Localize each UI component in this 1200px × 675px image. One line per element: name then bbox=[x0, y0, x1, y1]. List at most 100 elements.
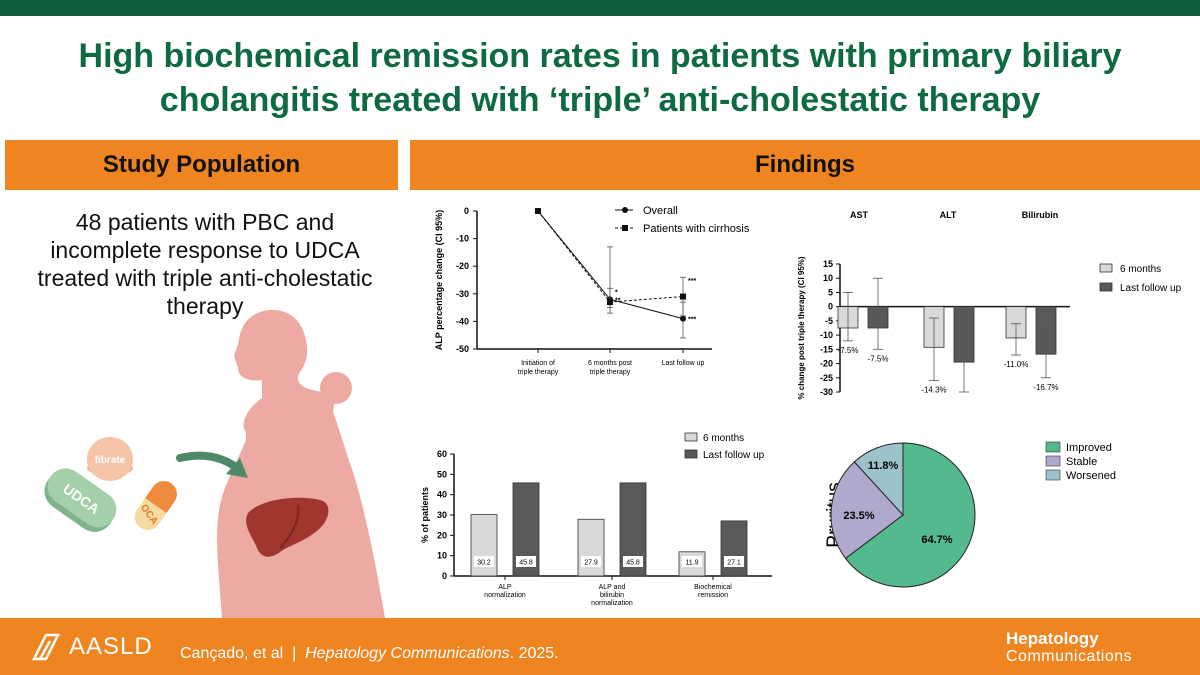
aasld-logo: AASLD bbox=[32, 632, 153, 662]
legend-swatch bbox=[684, 432, 698, 442]
data-label-box bbox=[724, 556, 744, 567]
findings-banner: Findings bbox=[410, 140, 1200, 190]
x-tick-label: triple therapy bbox=[590, 369, 631, 376]
data-label: -11.0% bbox=[1004, 360, 1029, 369]
y-tick-label: 50 bbox=[437, 469, 447, 479]
y-tick-label: 30 bbox=[437, 510, 447, 520]
legend-label: Improved bbox=[1066, 442, 1112, 454]
data-point bbox=[680, 315, 686, 322]
citation-year: . 2025. bbox=[509, 645, 559, 662]
x-tick-label: ALP bbox=[498, 584, 512, 591]
data-label-box bbox=[474, 556, 494, 567]
journal-logo-line2: Communications bbox=[1006, 648, 1133, 665]
data-label: -14.3% bbox=[921, 386, 946, 395]
arrow-icon bbox=[176, 451, 248, 478]
data-label: 45.8 bbox=[519, 560, 533, 567]
pie-slice bbox=[844, 442, 976, 588]
significance-label: *** bbox=[688, 317, 696, 324]
data-point bbox=[535, 208, 541, 214]
legend-swatch bbox=[1045, 441, 1061, 453]
legend-swatch bbox=[684, 449, 698, 459]
y-axis-label: ALP percentage change (CI 95%) bbox=[434, 210, 444, 350]
journal-logo-line1: Hepatology bbox=[1006, 629, 1099, 648]
y-tick-label: -15 bbox=[820, 344, 833, 354]
y-tick-label: -20 bbox=[456, 261, 469, 271]
slice-label: 23.5% bbox=[843, 510, 874, 522]
legend-label: 6 months bbox=[703, 433, 744, 444]
slice-label: 64.7% bbox=[921, 534, 952, 546]
category-label: AST bbox=[850, 210, 869, 220]
data-label: 27.9 bbox=[584, 560, 598, 567]
legend-swatch bbox=[1099, 282, 1113, 292]
y-axis-label: % of patients bbox=[420, 487, 430, 543]
data-label: 30.2 bbox=[477, 560, 491, 567]
alp-change-line-chart: 0 -10 -20 -30 -40 -50 ALP percentage change (C… bbox=[434, 205, 750, 376]
citation: Cançado, et al | Hepatology Communicatio… bbox=[180, 645, 559, 663]
aasld-logo-text: AASLD bbox=[69, 633, 153, 660]
y-tick-label: 15 bbox=[823, 259, 833, 269]
citation-journal: Hepatology Communications bbox=[305, 645, 510, 662]
significance-label: *** bbox=[688, 278, 696, 285]
x-tick-label: normalization bbox=[484, 592, 526, 599]
data-label-box bbox=[516, 556, 536, 567]
y-tick-label: 5 bbox=[828, 287, 833, 297]
pie-slice bbox=[830, 461, 904, 560]
pie-slice bbox=[853, 442, 904, 517]
bar bbox=[577, 518, 605, 577]
citation-authors: Cançado, et al | bbox=[180, 645, 306, 662]
y-tick-label: -10 bbox=[456, 234, 469, 244]
y-tick-label: -50 bbox=[456, 344, 469, 354]
x-tick-label: 6 months post bbox=[588, 360, 632, 367]
page-title: High biochemical remission rates in pati… bbox=[78, 37, 1122, 119]
top-accent-bar bbox=[0, 0, 1200, 16]
y-axis-label: % change post triple therapy (CI 95%) bbox=[797, 256, 806, 399]
legend-label: Last follow up bbox=[703, 450, 765, 461]
bar bbox=[720, 520, 748, 577]
data-label: 27.1 bbox=[727, 560, 741, 567]
data-label-box bbox=[581, 556, 601, 567]
data-label: -16.7% bbox=[1033, 383, 1058, 392]
data-point bbox=[680, 293, 686, 300]
y-tick-label: 10 bbox=[437, 551, 447, 561]
oca-capsule-icon: OCA bbox=[134, 481, 177, 531]
x-tick-label: triple therapy bbox=[518, 369, 559, 376]
liver-icon bbox=[246, 497, 329, 557]
y-tick-label: 40 bbox=[437, 490, 447, 500]
y-tick-label: 20 bbox=[437, 530, 447, 540]
y-tick-label: 0 bbox=[464, 206, 469, 216]
y-tick-label: -10 bbox=[820, 330, 833, 340]
data-label-box bbox=[623, 556, 643, 567]
y-tick-label: -30 bbox=[820, 387, 833, 397]
normalization-bar-chart: 0 10 20 30 40 50 60 % of patients 30.2 27.9 11.9 45… bbox=[420, 432, 772, 607]
y-tick-label: 0 bbox=[442, 571, 447, 581]
x-tick-label: normalization bbox=[591, 600, 633, 607]
category-label: ALT bbox=[940, 210, 957, 220]
y-tick-label: -20 bbox=[820, 359, 833, 369]
data-label: 11.9 bbox=[685, 560, 698, 567]
fibrate-label: fibrate bbox=[95, 455, 126, 466]
x-tick-label: Biochemical bbox=[694, 584, 732, 591]
x-tick-label: Last follow up bbox=[662, 360, 705, 367]
population-description: 48 patients with PBC and incomplete resp… bbox=[37, 209, 373, 319]
legend-label: Worsened bbox=[1066, 470, 1116, 482]
legend-label: 6 months bbox=[1120, 264, 1161, 275]
legend-label: Last follow up bbox=[1120, 283, 1182, 294]
legend-swatch bbox=[1045, 455, 1061, 467]
y-tick-label: 60 bbox=[437, 449, 447, 459]
category-label: Bilirubin bbox=[1022, 210, 1059, 220]
legend-label: Overall bbox=[643, 205, 678, 217]
y-tick-label: 0 bbox=[828, 302, 833, 312]
slice-label: 11.8% bbox=[868, 460, 899, 472]
study-population-banner: Study Population bbox=[5, 140, 398, 190]
data-point bbox=[607, 299, 613, 306]
udca-pill-icon: UDCA bbox=[44, 468, 117, 532]
x-tick-label: ALP and bbox=[599, 584, 626, 591]
significance-label: * bbox=[615, 289, 618, 296]
aasld-logo-icon bbox=[32, 633, 61, 661]
legend-swatch bbox=[1045, 469, 1061, 481]
x-tick-label: remission bbox=[698, 592, 728, 599]
legend-label: Stable bbox=[1066, 456, 1097, 468]
data-label: -7.5% bbox=[868, 354, 889, 363]
data-label: 45.8 bbox=[626, 560, 640, 567]
y-tick-label: -25 bbox=[820, 373, 833, 383]
